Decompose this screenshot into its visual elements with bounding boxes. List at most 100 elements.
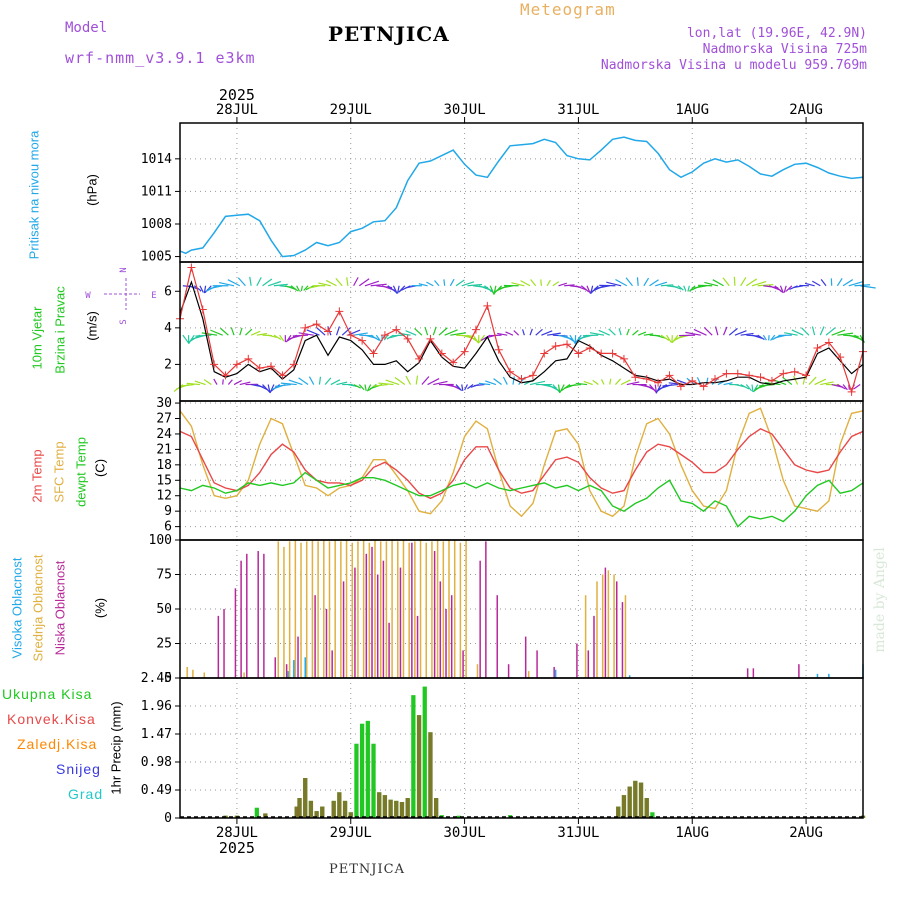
wind-gust-point [574, 349, 583, 358]
wind-arrow [552, 384, 561, 393]
wind-arrow [279, 334, 285, 342]
temp-tick-label: 9 [164, 504, 172, 519]
wind-arrow [285, 334, 292, 343]
cloud-unit: (%) [92, 597, 108, 619]
wind-gust-point [301, 323, 310, 332]
wind-gust-point [506, 367, 515, 376]
temp-ylabel-1: 2m Temp [29, 449, 45, 503]
wind-arrow [705, 377, 709, 385]
wind-arrow [288, 379, 303, 386]
wind-gust-point [278, 371, 287, 380]
precip-conv-bar [644, 798, 649, 818]
date-bottom-label: 29JUL [330, 825, 372, 841]
wind-arrow [370, 283, 387, 287]
wind-gust-point [210, 360, 219, 369]
wind-arrow [308, 376, 315, 385]
wind-arrow [513, 330, 520, 336]
wind-arrow [325, 279, 337, 287]
wind-arrow [687, 285, 690, 292]
wind-arrow [615, 278, 628, 287]
wind-gust-point [665, 371, 674, 380]
wind-gust-point [244, 354, 253, 363]
date-top-label: 1AUG [675, 102, 709, 118]
precip-ylabel-2: Konvek.Kisa [7, 711, 96, 727]
wind-arrow [632, 329, 639, 336]
wind-arrow [820, 279, 827, 287]
wind-arrow [222, 379, 224, 385]
temp-ylabel-3: dewpt Temp [73, 437, 89, 507]
wind-gust-point [346, 331, 355, 340]
wind-unit: (m/s) [84, 311, 100, 341]
wind-arrow [280, 382, 297, 386]
grid-layer [180, 123, 863, 819]
date-bottom-label: 1AUG [675, 825, 709, 841]
wind-arrow [643, 333, 654, 336]
wind-arrow [791, 329, 804, 336]
wind-arrow [335, 277, 343, 287]
wind-arrow [825, 327, 836, 336]
wind-arrow [450, 384, 461, 391]
precip-total-bar [254, 807, 259, 818]
wind-arrow [324, 377, 332, 385]
wind-gust-point [358, 336, 367, 345]
wind-arrow [745, 384, 753, 392]
wind-arrow [464, 384, 468, 391]
wind-arrow [443, 279, 446, 286]
precip-ylabel-4: Snijeg [56, 761, 101, 777]
wind-gust-point [847, 387, 856, 396]
page-title: PETNJICA [328, 22, 450, 46]
wind-arrow [318, 376, 322, 385]
wind-arrow [474, 383, 485, 387]
precip-conv-bar [621, 795, 627, 818]
wind-arrow [820, 381, 834, 386]
precip-unit: 1hr Precip (mm) [108, 701, 124, 795]
wind-arrow [346, 277, 349, 286]
wind-arrow [461, 281, 475, 287]
wind-arrow [575, 382, 588, 386]
compass-cross [104, 278, 140, 310]
wind-arrow [740, 276, 747, 287]
wind-arrow [819, 326, 825, 336]
precip-tick-label: 2.45 [141, 671, 172, 686]
wind-gust-point [289, 360, 298, 369]
wind-arrow [842, 384, 848, 391]
wind-arrow [804, 282, 815, 287]
wind-arrow [660, 334, 670, 341]
wind-gust-point [745, 371, 754, 380]
wind-gust-point [767, 376, 776, 385]
wind-arrow [569, 334, 576, 344]
wind-arrow [751, 280, 767, 287]
precip-conv-bar [416, 715, 422, 818]
wind-gust-point [267, 362, 276, 371]
wind-arrow [213, 378, 218, 385]
wind-arrow [330, 379, 341, 386]
wind-arrow [643, 277, 650, 287]
wind-gust-point [688, 376, 697, 385]
wind-arrow [848, 281, 863, 287]
wind-arrow [600, 379, 605, 385]
wind-gust-point [415, 354, 424, 363]
wind-arrow [193, 285, 202, 292]
precip-total-bar [650, 812, 655, 818]
wind-arrow [836, 278, 843, 287]
wind-arrow [693, 285, 707, 289]
wind-arrow [529, 380, 546, 386]
precip-conv-bar [377, 792, 382, 818]
wind-arrow [199, 285, 204, 293]
wind-gust-point [312, 320, 321, 329]
wind-arrow [789, 285, 798, 290]
precip-ylabel-5: Grad [68, 786, 104, 802]
wind-arrow [204, 285, 212, 294]
wind-arrow [751, 334, 763, 339]
pressure-tick-label: 1005 [141, 250, 172, 265]
wind-arrow [757, 284, 774, 287]
wind-arrow [837, 332, 854, 336]
date-top-label: 2AUG [789, 102, 823, 118]
model-name: wrf-nmm_v3.9.1 e3km [65, 49, 256, 67]
temp-t2m-line [179, 428, 864, 500]
precip-conv-bar [331, 800, 336, 818]
wind-arrow [811, 326, 816, 336]
wind-arrow [541, 383, 557, 389]
precip-total-bar [422, 686, 427, 818]
